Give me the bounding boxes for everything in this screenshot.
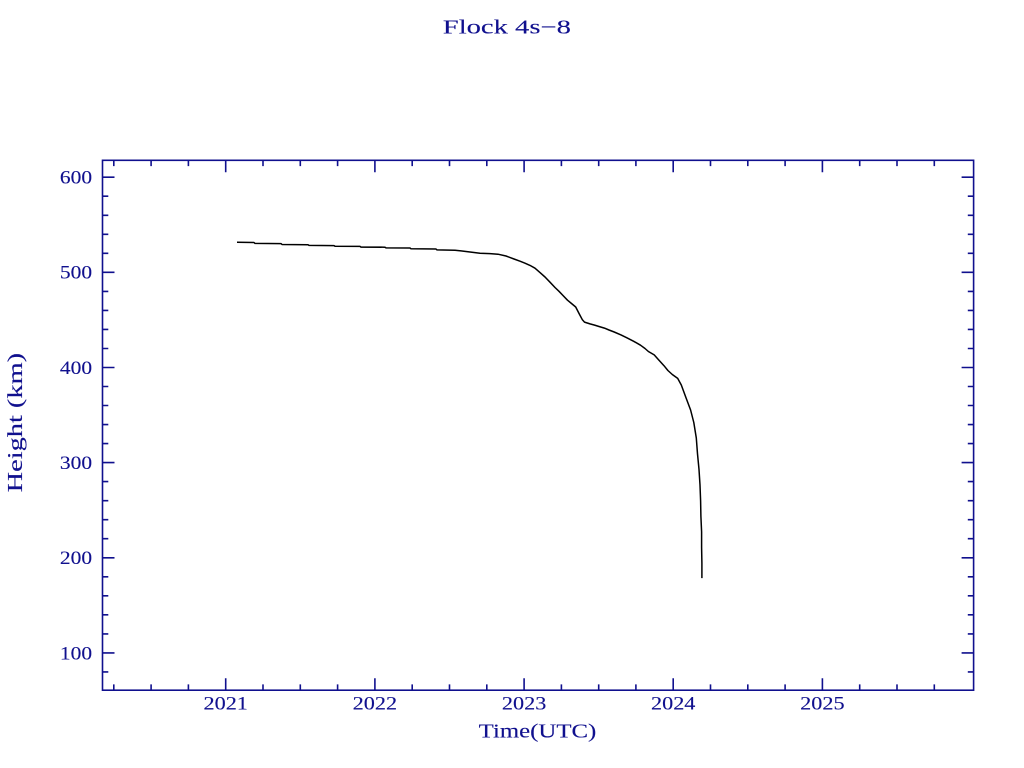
svg-text:300: 300 bbox=[60, 453, 92, 474]
svg-text:Height (km): Height (km) bbox=[3, 353, 27, 493]
svg-text:2025: 2025 bbox=[800, 694, 844, 715]
svg-text:500: 500 bbox=[60, 263, 92, 284]
svg-text:2024: 2024 bbox=[651, 694, 696, 715]
svg-text:2023: 2023 bbox=[502, 694, 546, 715]
svg-text:100: 100 bbox=[60, 643, 92, 664]
svg-text:Time(UTC): Time(UTC) bbox=[479, 721, 597, 743]
svg-text:400: 400 bbox=[60, 358, 92, 379]
svg-text:200: 200 bbox=[60, 548, 92, 569]
svg-text:2022: 2022 bbox=[353, 694, 397, 715]
svg-text:2021: 2021 bbox=[204, 694, 248, 715]
svg-text:600: 600 bbox=[60, 168, 92, 189]
svg-text:Flock 4s−8: Flock 4s−8 bbox=[443, 17, 571, 39]
